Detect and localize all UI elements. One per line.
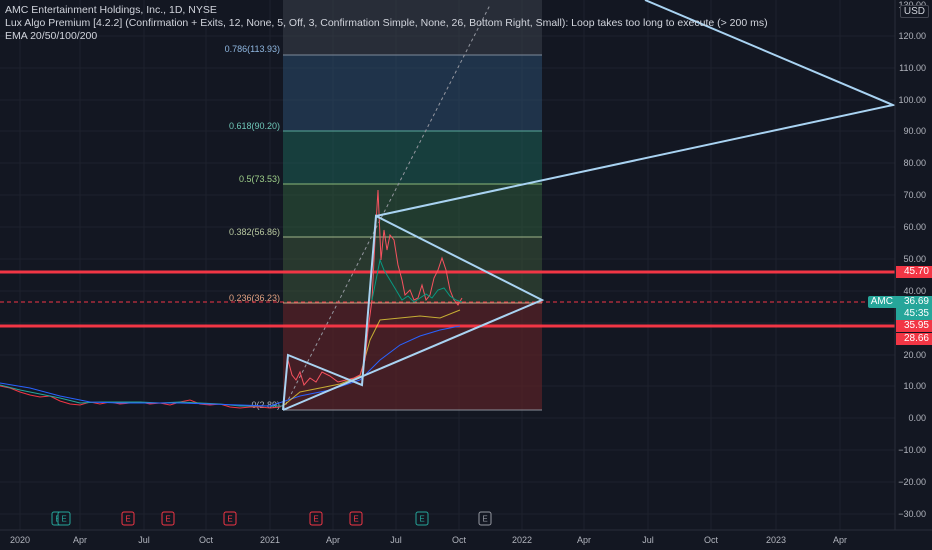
time-axis-label: Apr [73,535,87,545]
low-price-tag: 28.66 [896,333,932,345]
fib-zone-3 [283,184,542,237]
price-axis-label: 0.00 [908,413,926,423]
fib-trend-line[interactable] [282,4,491,411]
countdown-tag: 45:35 [896,308,932,320]
fib-label-0786: 0.786(113.93) [225,44,280,54]
price-axis-label: 110.00 [899,63,926,73]
price-axis-label: −10.00 [898,445,926,455]
price-axis-label: 100.00 [898,95,926,105]
price-series [0,189,463,409]
price-axis-label: 60.00 [903,222,926,232]
fib-zone-top [283,0,542,55]
price-axis-label: 50.00 [903,254,926,264]
earnings-e-icon[interactable]: E [478,511,492,526]
chart-legend: AMC Entertainment Holdings, Inc., 1D, NY… [5,4,768,43]
time-axis-label: 2020 [10,535,30,545]
earnings-e-icon[interactable]: E [223,511,237,526]
price-axis-label: −30.00 [898,509,926,519]
time-axis-label: 2021 [260,535,280,545]
svg-text:E: E [419,515,424,524]
fib-label-0382: 0.382(56.86) [229,227,280,237]
price-axis-label: 120.00 [898,31,926,41]
fib-label-05: 0.5(73.53) [239,174,280,184]
symbol-tag: AMC [867,296,896,308]
indicator-luxalgo[interactable]: Lux Algo Premium [4.2.2] (Confirmation +… [5,17,768,29]
time-axis-label: Apr [326,535,340,545]
time-axis-label: Apr [833,535,847,545]
price-axis-label: 70.00 [903,190,926,200]
fib-retracement[interactable]: 0.786(113.93) 0.618(90.20) 0.5(73.53) 0.… [225,0,542,411]
symbol-title[interactable]: AMC Entertainment Holdings, Inc., 1D, NY… [5,4,217,16]
svg-text:E: E [61,515,66,524]
indicator-ema[interactable]: EMA 20/50/100/200 [5,30,98,42]
svg-text:E: E [227,515,232,524]
price-axis[interactable]: 130.00120.00110.00100.0090.0080.0070.006… [895,0,932,530]
svg-text:E: E [165,515,170,524]
resistance-price-tag: 45.70 [896,266,932,278]
price-axis-label: −20.00 [898,477,926,487]
time-axis-label: Oct [704,535,719,545]
fib-zone-4 [283,237,542,303]
svg-text:E: E [482,515,487,524]
svg-text:E: E [353,515,358,524]
price-axis-label: 80.00 [903,158,926,168]
triangle-pattern[interactable] [282,0,897,411]
svg-text:E: E [313,515,318,524]
price-axis-label: 40.00 [903,286,926,296]
support-price-tag: 35.95 [896,320,932,332]
price-axis-label: 10.00 [903,381,926,391]
time-axis-label: 2022 [512,535,532,545]
earnings-e-icon[interactable]: E [57,511,71,526]
time-axis-label: Oct [199,535,214,545]
time-axis-label: Jul [642,535,654,545]
time-axis-label: 2023 [766,535,786,545]
time-axis[interactable]: 2020 Apr Jul Oct 2021 Apr Jul Oct 2022 Apr Jul Oct 2… [0,529,932,550]
currency-badge[interactable]: USD [899,5,929,18]
current-price-tag: 36.69 [896,296,932,308]
fib-zone-1 [283,55,542,131]
time-axis-label: Jul [138,535,150,545]
fib-label-0236: 0.236(36.23) [229,293,280,303]
time-axis-label: Jul [390,535,402,545]
earnings-e-icon[interactable]: E [309,511,323,526]
time-axis-label: Apr [577,535,591,545]
earnings-e-icon[interactable]: E [349,511,363,526]
earnings-e-icon[interactable]: E [121,511,135,526]
event-markers[interactable]: EEEEEEEEE [51,511,492,526]
earnings-e-icon[interactable]: E [161,511,175,526]
earnings-e-icon[interactable]: E [415,511,429,526]
price-axis-label: 20.00 [903,350,926,360]
fib-label-0: 0(2.89) [251,400,280,410]
price-axis-label: 90.00 [903,126,926,136]
time-axis-label: Oct [452,535,467,545]
fib-label-0618: 0.618(90.20) [229,121,280,131]
svg-text:E: E [125,515,130,524]
